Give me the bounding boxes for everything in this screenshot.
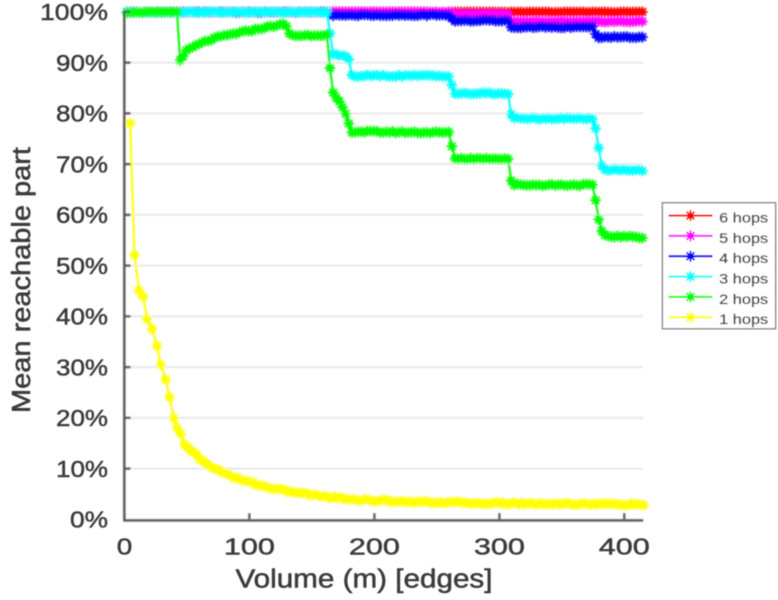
svg-text:4 hops: 4 hops	[719, 251, 768, 266]
svg-text:100%: 100%	[40, 0, 108, 25]
svg-text:10%: 10%	[56, 456, 108, 482]
svg-text:0%: 0%	[70, 507, 108, 533]
svg-text:Volume (m) [edges]: Volume (m) [edges]	[236, 566, 493, 594]
svg-text:3 hops: 3 hops	[719, 272, 768, 287]
svg-text:20%: 20%	[56, 405, 108, 431]
svg-text:40%: 40%	[56, 304, 108, 330]
svg-text:60%: 60%	[56, 202, 108, 228]
svg-text:50%: 50%	[56, 253, 108, 279]
svg-text:90%: 90%	[56, 50, 108, 76]
svg-text:400: 400	[599, 533, 650, 559]
svg-text:100: 100	[224, 533, 275, 559]
svg-text:5 hops: 5 hops	[719, 231, 768, 246]
svg-text:Mean reachable part: Mean reachable part	[8, 147, 36, 413]
svg-text:70%: 70%	[56, 151, 108, 177]
svg-text:1 hops: 1 hops	[719, 312, 768, 327]
svg-text:0: 0	[117, 533, 133, 559]
svg-text:300: 300	[474, 533, 525, 559]
svg-text:2 hops: 2 hops	[719, 292, 768, 307]
svg-text:80%: 80%	[56, 101, 108, 127]
svg-text:6 hops: 6 hops	[719, 211, 768, 226]
svg-text:30%: 30%	[56, 354, 108, 380]
svg-text:200: 200	[349, 533, 400, 559]
